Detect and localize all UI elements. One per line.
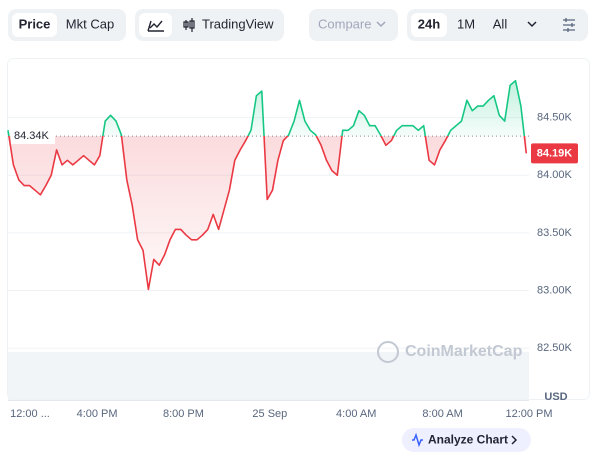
chart-type-group bbox=[135, 9, 284, 41]
x-tick-label: 25 Sep bbox=[252, 408, 287, 420]
x-tick-label: 4:00 PM bbox=[77, 408, 118, 420]
y-unit: USD bbox=[544, 391, 567, 403]
range-group bbox=[407, 9, 588, 41]
compare-dropdown[interactable] bbox=[309, 9, 398, 41]
y-tick-label: 83.50K bbox=[537, 227, 573, 239]
last-price-tag bbox=[531, 143, 578, 164]
range-chevron[interactable] bbox=[527, 21, 537, 28]
watermark-logo bbox=[377, 341, 399, 363]
x-tick-label: 8:00 PM bbox=[163, 408, 204, 420]
y-tick-label: 84.00K bbox=[537, 169, 573, 181]
range-24h-label[interactable]: 24h bbox=[418, 16, 440, 31]
analyze-icon bbox=[412, 432, 423, 448]
baseline-label-bg bbox=[11, 128, 55, 145]
analyze-label[interactable]: Analyze Chart bbox=[428, 433, 508, 447]
last-price-label: 84.19K bbox=[537, 147, 573, 159]
baseline-label: 84.34K bbox=[14, 130, 50, 142]
chevron bbox=[376, 21, 386, 28]
x-tick-label: 4:00 AM bbox=[336, 408, 376, 420]
tradingview-label[interactable]: TradingView bbox=[202, 16, 274, 31]
price-line bbox=[7, 79, 528, 291]
mktcap-label[interactable]: Mkt Cap bbox=[66, 16, 114, 31]
price-label[interactable]: Price bbox=[19, 16, 51, 31]
compare-label[interactable]: Compare bbox=[318, 16, 371, 31]
analyze-button[interactable] bbox=[402, 428, 531, 452]
settings-icon[interactable] bbox=[563, 18, 575, 32]
y-tick-label: 84.50K bbox=[537, 112, 573, 124]
range-24h-button[interactable] bbox=[411, 13, 447, 37]
volume-band bbox=[8, 352, 529, 400]
range-all-label[interactable]: All bbox=[493, 16, 508, 31]
range-1m-label[interactable]: 1M bbox=[457, 16, 475, 31]
watermark: CoinMarketCap bbox=[405, 343, 523, 360]
line-icon bbox=[147, 20, 164, 32]
x-tick-label: 8:00 AM bbox=[422, 408, 462, 420]
x-tick-label: 12:00 ... bbox=[10, 408, 50, 420]
candle-icon bbox=[183, 18, 195, 32]
y-tick-label: 83.00K bbox=[537, 284, 573, 296]
x-tick-label: 12:00 PM bbox=[505, 408, 552, 420]
y-tick-label: 82.50K bbox=[537, 342, 573, 354]
analyze-chevron bbox=[511, 435, 518, 445]
price-button[interactable] bbox=[12, 13, 57, 37]
plot bbox=[7, 79, 529, 291]
